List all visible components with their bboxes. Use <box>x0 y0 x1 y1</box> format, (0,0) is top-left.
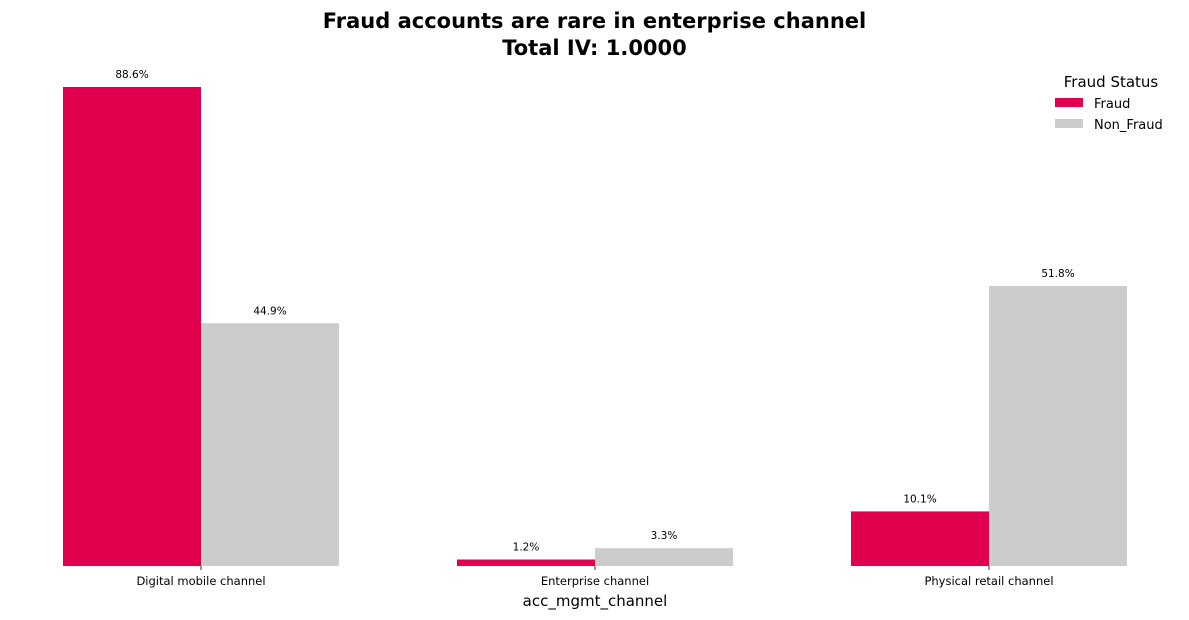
bar-label-non-fraud-enterprise-channel: 3.3% <box>651 530 678 542</box>
bar-label-non-fraud-digital-mobile-channel: 44.9% <box>253 305 286 317</box>
bars-layer: 88.6% 44.9% 1.2% 3.3% 10.1% 51.8% <box>63 69 1127 566</box>
bar-label-fraud-digital-mobile-channel: 88.6% <box>115 69 148 81</box>
chart-title-line-1: Fraud accounts are rare in enterprise ch… <box>323 9 866 33</box>
bar-fraud-enterprise-channel <box>457 559 595 566</box>
legend-label-fraud: Fraud <box>1094 97 1130 112</box>
bar-non-fraud-digital-mobile-channel <box>201 323 339 566</box>
bar-label-fraud-enterprise-channel: 1.2% <box>513 542 540 554</box>
legend-label-non-fraud: Non_Fraud <box>1094 118 1163 133</box>
legend-swatch-fraud <box>1055 98 1083 107</box>
bar-label-non-fraud-physical-retail-channel: 51.8% <box>1041 268 1074 280</box>
chart-title-line-2: Total IV: 1.0000 <box>502 36 687 60</box>
bar-label-fraud-physical-retail-channel: 10.1% <box>903 493 936 505</box>
bar-non-fraud-physical-retail-channel <box>989 285 1127 566</box>
legend-swatch-non-fraud <box>1055 119 1083 128</box>
legend-title: Fraud Status <box>1064 73 1159 91</box>
bar-fraud-physical-retail-channel <box>851 511 989 566</box>
x-axis-label: acc_mgmt_channel <box>523 592 668 611</box>
bar-non-fraud-enterprise-channel <box>595 548 733 566</box>
x-tick-label-physical-retail-channel: Physical retail channel <box>924 574 1053 588</box>
x-tick-label-enterprise-channel: Enterprise channel <box>541 574 649 588</box>
x-axis-ticks: Digital mobile channel Enterprise channel… <box>136 566 1054 588</box>
legend: Fraud Status Fraud Non_Fraud <box>1055 73 1163 133</box>
x-tick-label-digital-mobile-channel: Digital mobile channel <box>136 574 265 588</box>
bar-fraud-digital-mobile-channel <box>63 87 201 566</box>
